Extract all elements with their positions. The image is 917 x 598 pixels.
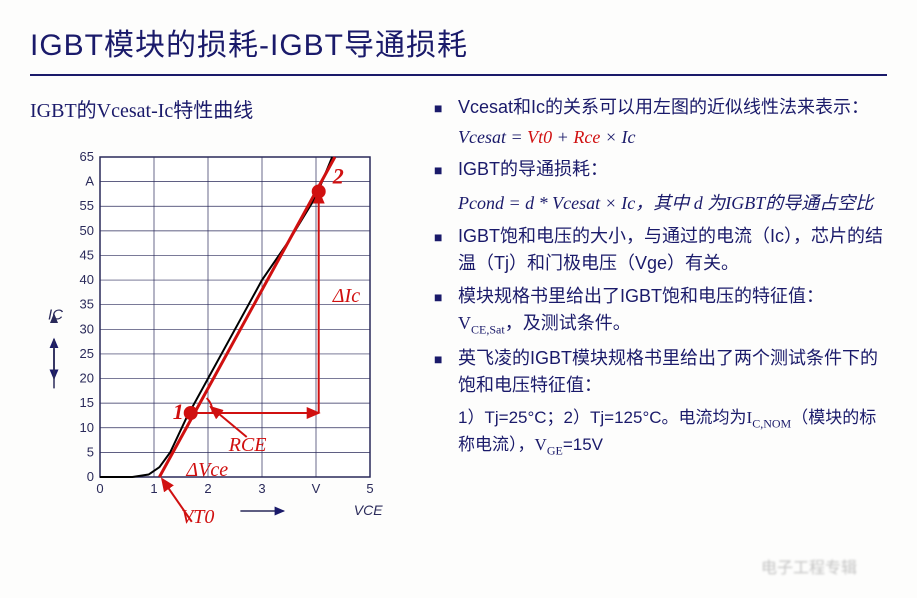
svg-text:ΔVce: ΔVce xyxy=(185,459,228,481)
svg-text:50: 50 xyxy=(80,223,94,238)
bullet-5: ■ 英飞凌的IGBT模块规格书里给出了两个测试条件下的饱和电压特征值： xyxy=(434,345,887,399)
svg-text:V: V xyxy=(312,481,321,496)
svg-text:1: 1 xyxy=(173,399,184,424)
page-title: IGBT模块的损耗-IGBT导通损耗 xyxy=(30,20,887,76)
svg-text:10: 10 xyxy=(80,420,94,435)
svg-text:40: 40 xyxy=(80,272,94,287)
bullet-1: ■ Vcesat和Ic的关系可以用左图的近似线性法来表示： xyxy=(434,94,887,121)
vcesat-ic-chart: 0123V50510152025303540455055A6512ΔIcRCEΔ… xyxy=(30,137,390,537)
svg-text:0: 0 xyxy=(87,469,94,484)
svg-text:3: 3 xyxy=(258,481,265,496)
svg-text:15: 15 xyxy=(80,395,94,410)
svg-text:65: 65 xyxy=(80,149,94,164)
svg-text:RCE: RCE xyxy=(228,434,267,456)
svg-text:0: 0 xyxy=(96,481,103,496)
bullet-marker: ■ xyxy=(434,283,458,339)
bullet-text: IGBT饱和电压的大小，与通过的电流（Ic），芯片的结温（Tj）和门极电压（Vg… xyxy=(458,223,887,277)
watermark: 电子工程专辑 xyxy=(761,554,857,578)
left-column: IGBT的Vcesat-Ic特性曲线 0123V5051015202530354… xyxy=(30,94,414,537)
bullet-text: 模块规格书里给出了IGBT饱和电压的特征值：VCE,Sat，及测试条件。 xyxy=(458,283,887,339)
svg-text:25: 25 xyxy=(80,346,94,361)
right-column: ■ Vcesat和Ic的关系可以用左图的近似线性法来表示： Vcesat = V… xyxy=(434,94,887,537)
formula-vcesat: Vcesat = Vt0 + Rce × Ic xyxy=(458,127,887,148)
bullet-marker: ■ xyxy=(434,156,458,183)
bullet-2: ■ IGBT的导通损耗： xyxy=(434,156,887,183)
svg-text:5: 5 xyxy=(366,481,373,496)
bullet-marker: ■ xyxy=(434,345,458,399)
svg-text:ΔIc: ΔIc xyxy=(332,285,360,307)
svg-text:55: 55 xyxy=(80,198,94,213)
bullet-text: 英飞凌的IGBT模块规格书里给出了两个测试条件下的饱和电压特征值： xyxy=(458,345,887,399)
bullet-4: ■ 模块规格书里给出了IGBT饱和电压的特征值：VCE,Sat，及测试条件。 xyxy=(434,283,887,339)
svg-text:20: 20 xyxy=(80,371,94,386)
bullet-5-sub: 1）Tj=25°C；2）Tj=125°C。电流均为IC,NOM（模块的标称电流）… xyxy=(458,405,887,460)
svg-text:2: 2 xyxy=(332,163,344,188)
content-area: IGBT的Vcesat-Ic特性曲线 0123V5051015202530354… xyxy=(30,94,887,537)
bullet-text: IGBT的导通损耗： xyxy=(458,156,887,183)
svg-text:VT0: VT0 xyxy=(181,506,214,528)
svg-text:2: 2 xyxy=(204,481,211,496)
svg-text:A: A xyxy=(85,174,94,189)
formula-pcond: Pcond = d * Vcesat × Ic，其中 d 为IGBT的导通占空比 xyxy=(458,189,887,215)
svg-text:35: 35 xyxy=(80,297,94,312)
bullet-marker: ■ xyxy=(434,223,458,277)
bullet-text: Vcesat和Ic的关系可以用左图的近似线性法来表示： xyxy=(458,94,887,121)
svg-text:1: 1 xyxy=(150,481,157,496)
svg-text:5: 5 xyxy=(87,444,94,459)
chart-subtitle: IGBT的Vcesat-Ic特性曲线 xyxy=(30,94,414,123)
svg-text:45: 45 xyxy=(80,247,94,262)
svg-text:VCE: VCE xyxy=(354,502,383,518)
bullet-3: ■ IGBT饱和电压的大小，与通过的电流（Ic），芯片的结温（Tj）和门极电压（… xyxy=(434,223,887,277)
bullet-marker: ■ xyxy=(434,94,458,121)
svg-text:30: 30 xyxy=(80,321,94,336)
